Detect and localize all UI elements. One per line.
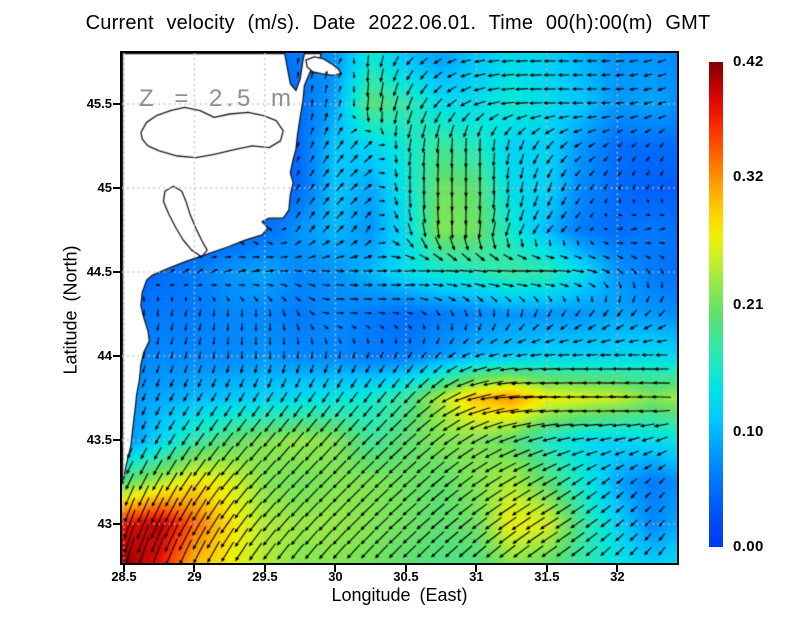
x-axis-tick — [545, 565, 548, 572]
y-axis-tick — [113, 438, 120, 441]
x-axis-tick — [616, 565, 619, 572]
colorbar-tick-label: 0.21 — [733, 295, 764, 313]
x-axis-tick — [475, 565, 478, 572]
x-tick-label: 28.5 — [111, 569, 137, 584]
y-axis-tick — [113, 354, 120, 357]
x-tick-label: 30 — [328, 569, 343, 584]
x-tick-label: 30.5 — [393, 569, 419, 584]
y-axis-tick — [113, 186, 120, 189]
depth-annotation: Z = 2.5 m — [139, 85, 296, 112]
y-tick-label: 44.5 — [86, 263, 112, 279]
y-tick-label: 45 — [97, 179, 112, 195]
x-tick-label: 29.5 — [252, 569, 278, 584]
y-tick-label: 43 — [97, 516, 112, 531]
x-axis-tick — [193, 565, 196, 572]
y-tick-label: 44 — [97, 347, 112, 363]
y-tick-label: 43.5 — [86, 431, 112, 447]
y-tick-label: 45.5 — [86, 95, 112, 111]
colorbar-tick-label: 0.32 — [733, 168, 764, 186]
x-tick-label: 29 — [187, 569, 202, 584]
colorbar-tick-label: 0.10 — [733, 422, 764, 440]
colorbar-tick-label: 0.42 — [733, 53, 764, 70]
x-tick-label: 31.5 — [534, 569, 560, 584]
y-axis-tick — [113, 102, 120, 105]
colorbar — [709, 62, 723, 547]
x-tick-label: 31 — [469, 569, 484, 584]
plot-title: Current velocity (m/s). Date 2022.06.01.… — [85, 12, 711, 34]
x-axis-tick — [404, 565, 407, 572]
x-axis-tick — [334, 565, 337, 572]
x-axis-tick — [263, 565, 266, 572]
x-axis-tick — [122, 565, 125, 572]
x-axis-label: Longitude (East) — [331, 585, 468, 605]
map-plot-frame — [120, 51, 679, 565]
y-axis-tick — [113, 523, 120, 525]
current-velocity-map-canvas — [122, 53, 677, 563]
y-axis-tick — [113, 270, 120, 273]
colorbar-tick-label: 0.00 — [733, 538, 764, 555]
x-tick-label: 32 — [610, 569, 625, 584]
